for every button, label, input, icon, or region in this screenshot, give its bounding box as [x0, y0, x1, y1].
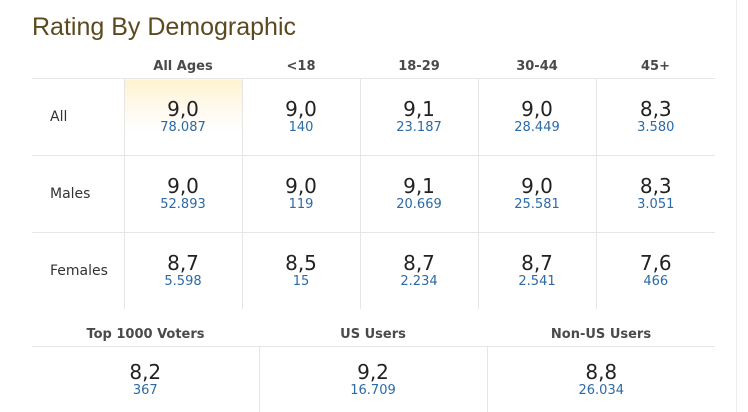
rating-cell: 8,7 5.598	[123, 232, 242, 309]
rating-cell: 8,7 2.234	[359, 232, 478, 309]
vote-count-link[interactable]: 16.709	[350, 382, 396, 398]
row-label-females: Females	[50, 263, 108, 279]
rating-value: 9,2	[357, 359, 389, 384]
rating-cell: 9,1 20.669	[359, 155, 478, 233]
vote-count-link[interactable]: 15	[292, 274, 310, 289]
user-group-table: Top 1000 Voters US Users Non-US Users 8,…	[32, 322, 715, 412]
right-border	[736, 0, 737, 412]
group-header-row: Top 1000 Voters US Users Non-US Users	[32, 322, 715, 347]
rating-cell: 8,8 26.034	[486, 346, 715, 412]
column-header-top-1000-voters: Top 1000 Voters	[32, 322, 259, 347]
rating-cell: 9,0 78.087	[123, 78, 242, 156]
rating-cell: 7,6 466	[595, 232, 715, 309]
corner-header	[32, 55, 124, 79]
vote-count-link[interactable]: 20.669	[396, 197, 442, 212]
vote-count-link[interactable]: 2.541	[518, 274, 556, 289]
vote-count-link[interactable]: 3.580	[637, 120, 675, 135]
rating-cell: 8,5 15	[241, 232, 360, 309]
page-title: Rating By Demographic	[32, 13, 297, 41]
vote-count-link[interactable]: 28.449	[514, 120, 560, 135]
rating-value: 9,0	[285, 174, 317, 198]
vote-count-link[interactable]: 5.598	[164, 274, 202, 289]
column-header-us-users: US Users	[259, 322, 487, 347]
rating-value: 9,0	[167, 174, 199, 198]
vote-count-link[interactable]: 78.087	[160, 120, 206, 135]
rating-cell: 9,0 119	[241, 155, 360, 233]
column-header-all-ages: All Ages	[124, 55, 242, 79]
column-header-under-18: <18	[242, 55, 360, 79]
rating-value: 8,8	[585, 359, 618, 384]
table-row: All 9,0 78.087 9,0 140 9,1 23.187 9,0 28…	[32, 78, 715, 156]
vote-count-link[interactable]: 466	[643, 274, 669, 289]
demographic-table: All Ages <18 18-29 30-44 45+ All 9,0 78.…	[32, 55, 715, 309]
vote-count-link[interactable]: 23.187	[396, 120, 442, 135]
rating-cell: 8,7 2.541	[477, 232, 596, 309]
rating-cell: 9,1 23.187	[359, 78, 478, 156]
rating-cell: 9,2 16.709	[258, 346, 487, 412]
column-header-row: All Ages <18 18-29 30-44 45+	[32, 55, 715, 79]
rating-value: 8,7	[521, 251, 553, 275]
table-row: Males 9,0 52.893 9,0 119 9,1 20.669 9,0 …	[32, 155, 715, 233]
rating-cell: 8,3 3.580	[595, 78, 715, 156]
rating-cell: 9,0 25.581	[477, 155, 596, 233]
column-header-30-44: 30-44	[478, 55, 596, 79]
rating-cell: 8,2 367	[32, 347, 259, 412]
rating-value: 8,3	[639, 97, 672, 121]
rating-value: 9,1	[403, 174, 435, 198]
vote-count-link[interactable]: 2.234	[400, 274, 438, 289]
vote-count-link[interactable]: 140	[288, 120, 314, 135]
rating-cell: 9,0 52.893	[123, 155, 242, 233]
column-header-non-us-users: Non-US Users	[487, 322, 715, 347]
column-header-18-29: 18-29	[360, 55, 478, 79]
table-row: 8,2 367 9,2 16.709 8,8 26.034	[32, 346, 715, 412]
rating-value: 9,0	[167, 97, 199, 121]
vote-count-link[interactable]: 26.034	[578, 382, 625, 398]
rating-value: 8,5	[285, 251, 317, 275]
rating-value: 9,0	[285, 97, 317, 121]
rating-cell: 9,0 28.449	[477, 78, 596, 156]
row-label-males: Males	[32, 155, 124, 233]
rating-cell: 9,0 140	[241, 78, 360, 156]
rating-value: 9,1	[403, 97, 435, 121]
rating-value: 8,3	[639, 174, 672, 198]
rating-value: 8,7	[167, 251, 199, 275]
rating-value: 8,2	[129, 359, 162, 384]
vote-count-link[interactable]: 367	[132, 382, 158, 398]
vote-count-link[interactable]: 119	[288, 197, 314, 212]
rating-value: 9,0	[521, 174, 553, 198]
rating-cell: 8,3 3.051	[595, 155, 715, 233]
column-header-45-plus: 45+	[596, 55, 715, 79]
rating-value: 9,0	[521, 97, 553, 121]
row-label-all: All	[32, 78, 124, 156]
rating-value: 8,7	[403, 251, 435, 275]
vote-count-link[interactable]: 52.893	[160, 197, 206, 212]
vote-count-link[interactable]: 25.581	[514, 197, 560, 212]
vote-count-link[interactable]: 3.051	[637, 197, 675, 212]
table-row: Females 8,7 5.598 8,5 15 8,7 2.234 8,7 2…	[32, 232, 715, 309]
rating-value: 7,6	[639, 251, 672, 275]
